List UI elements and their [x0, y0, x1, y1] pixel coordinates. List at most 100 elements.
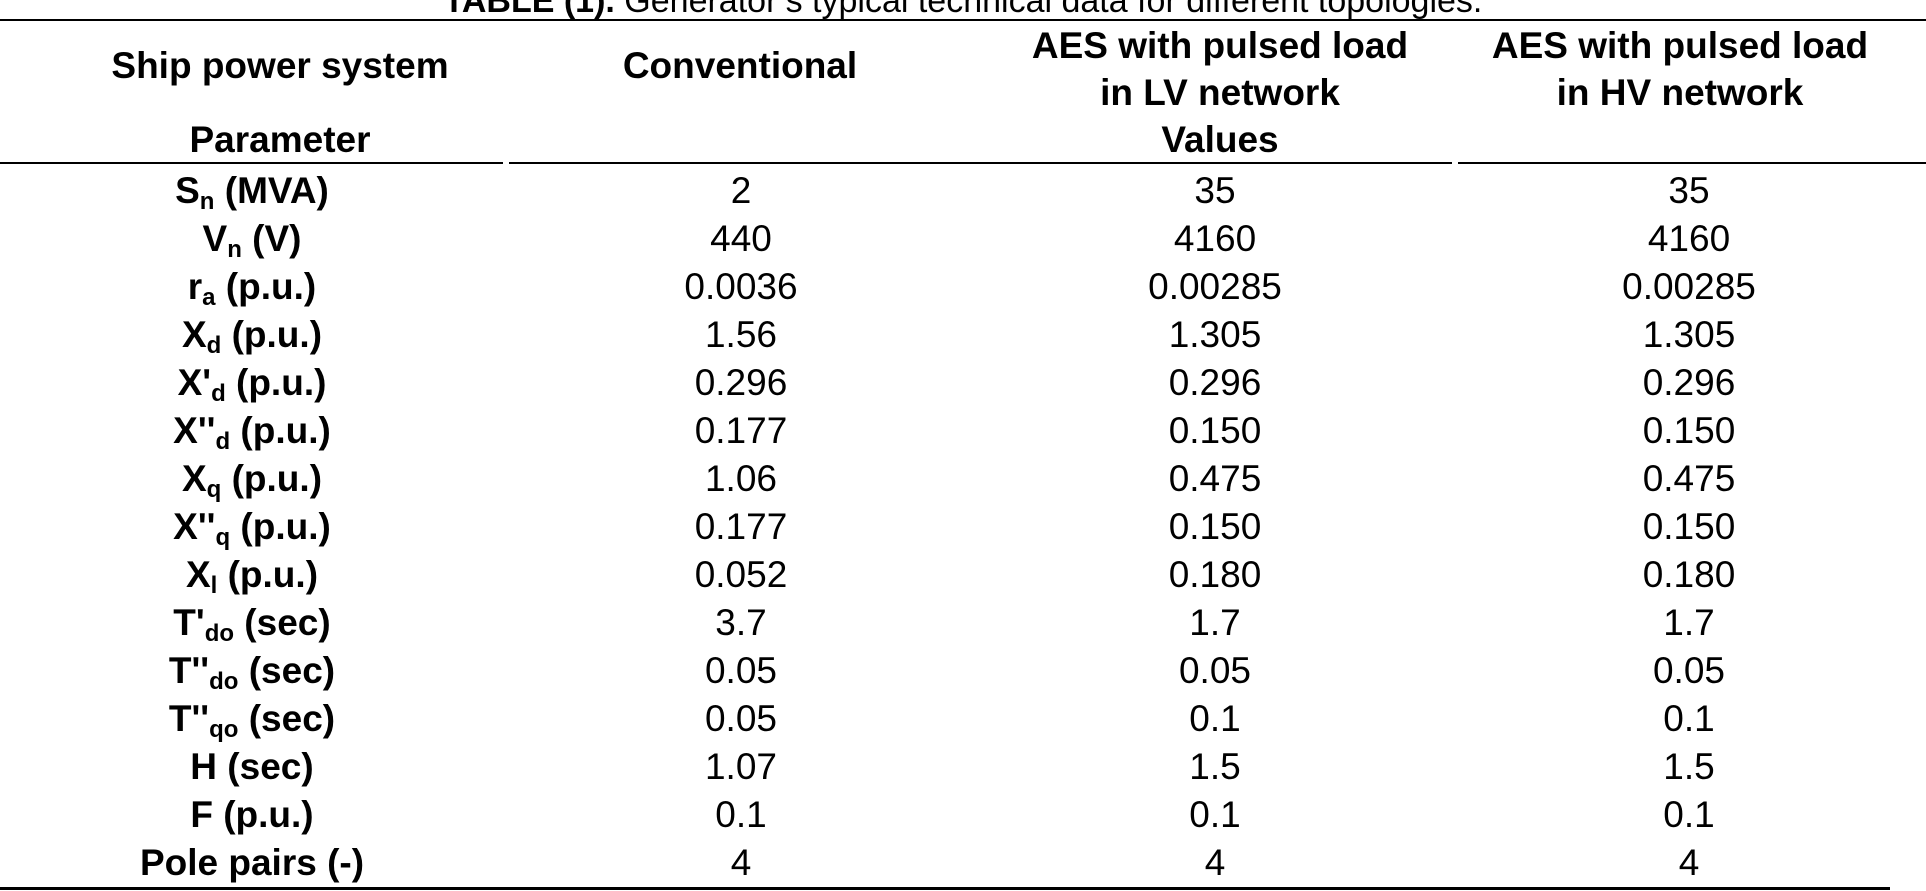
parameter-subscript: do: [209, 668, 239, 695]
parameter-subscript: l: [210, 572, 218, 599]
parameter-symbol: r: [187, 266, 203, 307]
parameter-symbol: F (p.u.): [190, 794, 314, 835]
value-aes-lv-cell: 0.05: [1178, 650, 1251, 691]
value-aes-hv-cell: 0.05: [1652, 650, 1725, 691]
parameter-unit: (p.u.): [217, 554, 319, 595]
value-conventional-cell: 1.07: [704, 746, 777, 787]
parameter-cell: X''q (p.u.): [0, 503, 504, 551]
parameter-symbol: T'': [168, 698, 210, 739]
parameter-symbol: T': [173, 602, 205, 643]
table-row: F (p.u.) 0.1 0.1 0.1: [0, 791, 1926, 839]
parameter-symbol: X'': [173, 410, 216, 451]
top-rule: [0, 19, 1926, 21]
parameter-cell: Sn (MVA): [0, 167, 504, 215]
header-ship-power-system: Ship power system: [111, 45, 449, 86]
parameter-unit: (p.u.): [230, 506, 331, 547]
value-aes-lv-cell: 1.305: [1168, 314, 1262, 355]
generator-data-table: Sn (MVA) 2 35 35 Vn (V) 440 4160 4160 ra (p.u.) 0…: [0, 167, 1926, 887]
parameter-symbol: Pole pairs (-): [139, 842, 365, 883]
bottom-rule: [0, 887, 1890, 890]
value-aes-lv-cell: 0.00285: [1148, 266, 1282, 307]
value-aes-hv-cell: 0.1: [1663, 698, 1715, 739]
value-aes-hv-cell: 4: [1678, 842, 1700, 883]
parameter-symbol: T'': [168, 650, 210, 691]
header-aes-hv-line2: in HV network: [1556, 72, 1804, 113]
parameter-subscript: a: [202, 284, 216, 311]
table-row: ra (p.u.) 0.0036 0.00285 0.00285: [0, 263, 1926, 311]
parameter-symbol: H (sec): [190, 746, 314, 787]
parameter-symbol: X: [181, 458, 207, 499]
parameter-subscript: d: [206, 332, 222, 359]
parameter-subscript: do: [204, 620, 235, 647]
caption-label: TABLE (1).: [443, 0, 615, 20]
header-conventional: Conventional: [622, 45, 858, 86]
parameter-subscript: n: [199, 188, 215, 215]
value-conventional-cell: 0.1: [715, 794, 767, 835]
parameter-subscript: qo: [209, 716, 239, 743]
parameter-unit: (MVA): [214, 170, 329, 211]
parameter-subscript: q: [206, 476, 222, 503]
table-row: Vn (V) 440 4160 4160: [0, 215, 1926, 263]
value-conventional-cell: 440: [710, 218, 772, 259]
parameter-cell: Xq (p.u.): [0, 455, 504, 503]
parameter-cell: T''do (sec): [0, 647, 504, 695]
value-aes-hv-cell: 0.180: [1642, 554, 1736, 595]
value-aes-lv-cell: 35: [1194, 170, 1236, 211]
parameter-unit: (p.u.): [230, 410, 331, 451]
parameter-unit: (p.u.): [215, 266, 317, 307]
value-aes-lv-cell: 1.7: [1189, 602, 1241, 643]
value-aes-hv-cell: 0.1: [1663, 794, 1715, 835]
parameter-subscript: n: [227, 236, 242, 263]
parameter-subscript: d: [215, 428, 231, 455]
header-aes-hv-line1: AES with pulsed load: [1491, 25, 1869, 66]
header-values: Values: [1161, 119, 1279, 160]
table-row: T''do (sec) 0.05 0.05 0.05: [0, 647, 1926, 695]
parameter-unit: (sec): [238, 698, 336, 739]
value-conventional-cell: 0.296: [694, 362, 788, 403]
table-row: T''qo (sec) 0.05 0.1 0.1: [0, 695, 1926, 743]
parameter-unit: (sec): [238, 650, 336, 691]
parameter-unit: (sec): [234, 602, 331, 643]
table-row: Xl (p.u.) 0.052 0.180 0.180: [0, 551, 1926, 599]
parameter-subscript: q: [215, 524, 231, 551]
parameter-cell: ra (p.u.): [0, 263, 504, 311]
value-conventional-cell: 0.177: [694, 410, 788, 451]
value-conventional-cell: 0.052: [694, 554, 788, 595]
table-body: Sn (MVA) 2 35 35 Vn (V) 440 4160 4160 ra (p.u.) 0…: [0, 167, 1926, 887]
parameter-unit: (V): [241, 218, 302, 259]
parameter-cell: T''qo (sec): [0, 695, 504, 743]
parameter-unit: (p.u.): [221, 458, 323, 499]
header-parameter: Parameter: [189, 119, 371, 160]
table-row: T'do (sec) 3.7 1.7 1.7: [0, 599, 1926, 647]
parameter-cell: F (p.u.): [0, 791, 504, 839]
value-aes-hv-cell: 1.305: [1642, 314, 1736, 355]
value-aes-hv-cell: 0.296: [1642, 362, 1736, 403]
value-aes-lv-cell: 0.1: [1189, 698, 1241, 739]
parameter-unit: (p.u.): [221, 314, 323, 355]
value-conventional-cell: 2: [730, 170, 752, 211]
parameter-symbol: S: [175, 170, 200, 211]
table-row: X'd (p.u.) 0.296 0.296 0.296: [0, 359, 1926, 407]
value-conventional-cell: 0.05: [704, 650, 777, 691]
parameter-cell: X''d (p.u.): [0, 407, 504, 455]
parameter-symbol: X: [181, 314, 207, 355]
value-conventional-cell: 0.05: [704, 698, 777, 739]
value-aes-lv-cell: 0.1: [1189, 794, 1241, 835]
value-aes-hv-cell: 0.475: [1642, 458, 1736, 499]
value-aes-lv-cell: 0.296: [1168, 362, 1262, 403]
parameter-subscript: d: [211, 380, 226, 407]
header-aes-lv-line2: in LV network: [1100, 72, 1340, 113]
parameter-symbol: X'': [173, 506, 216, 547]
table-row: Pole pairs (-) 4 4 4: [0, 839, 1926, 887]
value-aes-lv-cell: 4160: [1173, 218, 1257, 259]
value-aes-hv-cell: 0.00285: [1622, 266, 1756, 307]
parameter-symbol: X: [185, 554, 211, 595]
value-aes-lv-cell: 0.180: [1168, 554, 1262, 595]
value-aes-lv-cell: 1.5: [1189, 746, 1241, 787]
parameter-cell: Vn (V): [0, 215, 504, 263]
caption-text: Generator’s typical technical data for d…: [614, 0, 1483, 20]
parameter-cell: T'do (sec): [0, 599, 504, 647]
table-row: X''d (p.u.) 0.177 0.150 0.150: [0, 407, 1926, 455]
table-row: Xd (p.u.) 1.56 1.305 1.305: [0, 311, 1926, 359]
value-aes-lv-cell: 0.150: [1168, 410, 1262, 451]
